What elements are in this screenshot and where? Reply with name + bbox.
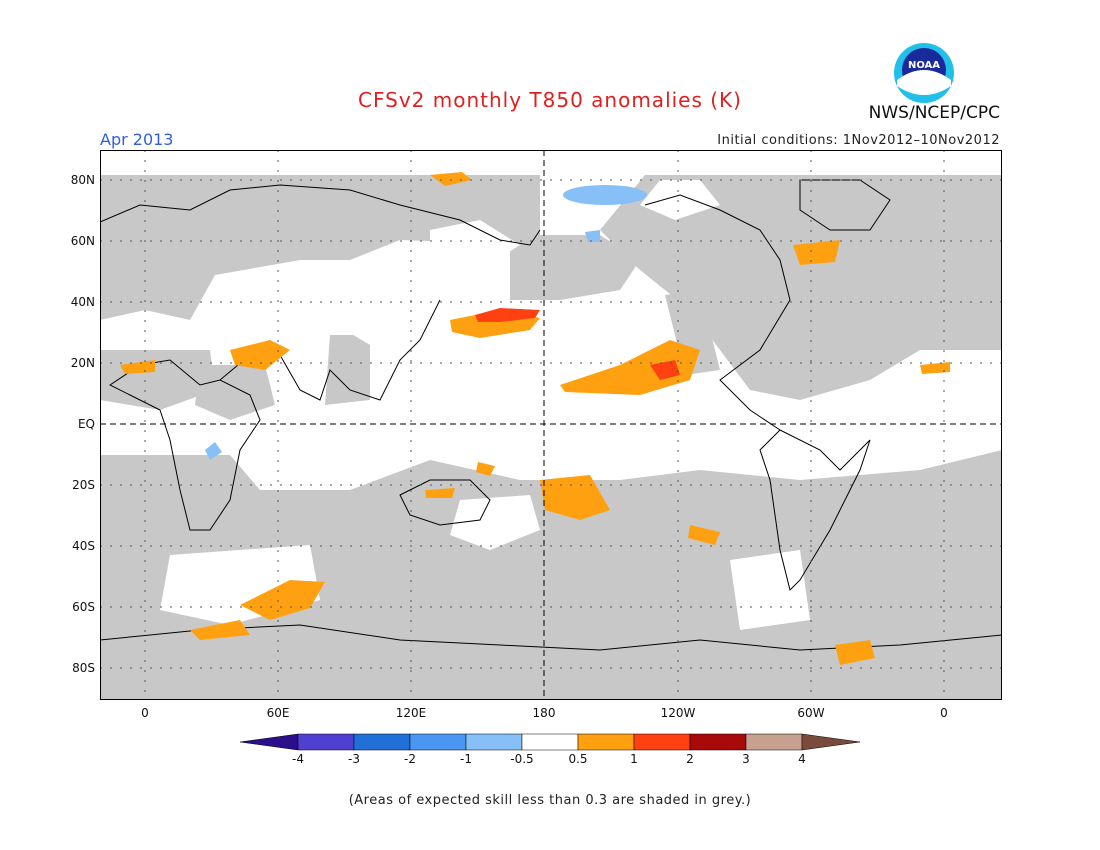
colorbar-swatch [689,733,747,751]
lon-label: 0 [940,706,948,720]
lon-label: 60E [266,706,290,720]
colorbar-swatch [297,733,355,751]
colorbar-swatch [465,733,523,751]
lon-label: 180 [532,706,556,720]
lon-label: 120W [660,706,696,720]
lat-label: EQ [77,417,95,431]
chart-title: CFSv2 monthly T850 anomalies (K) [358,88,742,112]
noaa-logo: NOAA [894,43,954,103]
lat-label: 60N [70,234,95,248]
lat-label: 80S [72,661,95,675]
forecast-month: Apr 2013 [100,130,174,149]
colorbar [240,733,861,751]
colorbar-swatch [633,733,691,751]
noaa-logo-text: NOAA [908,60,940,71]
lat-label: 20N [70,356,95,370]
lat-label: 60S [72,600,95,614]
lat-label: 40N [70,295,95,309]
colorbar-label: -1 [460,752,472,766]
footnote: (Areas of expected skill less than 0.3 a… [348,793,752,808]
colorbar-label: 4 [798,752,806,766]
colorbar-label: -3 [348,752,360,766]
anomaly-map [100,150,1002,700]
lon-label: 0 [141,706,149,720]
initial-conditions: Initial conditions: 1Nov2012–10Nov2012 [717,133,1000,148]
colorbar-swatch [577,733,635,751]
colorbar-end-high [801,733,861,751]
lat-label: 40S [72,539,95,553]
graticule [100,150,1002,700]
colorbar-end-low [240,733,299,751]
colorbar-label: -2 [404,752,416,766]
organization-label: NWS/NCEP/CPC [868,103,1000,123]
colorbar-swatch [521,733,579,751]
colorbar-label: 3 [742,752,750,766]
colorbar-label: 1 [630,752,638,766]
colorbar-label: 2 [686,752,694,766]
colorbar-label: -0.5 [510,752,534,766]
colorbar-label: 0.5 [568,752,588,766]
lat-label: 80N [70,173,95,187]
colorbar-swatch [353,733,411,751]
colorbar-swatch [409,733,467,751]
cool-anomaly-areas [205,185,647,460]
lon-label: 120E [395,706,427,720]
equator-dateline [100,150,1002,700]
warm-anomaly-areas [120,172,950,665]
lat-label: 20S [72,478,95,492]
lon-label: 60W [797,706,825,720]
colorbar-swatch [745,733,803,751]
colorbar-label: -4 [292,752,304,766]
strong-warm-anomaly-areas [475,308,680,380]
